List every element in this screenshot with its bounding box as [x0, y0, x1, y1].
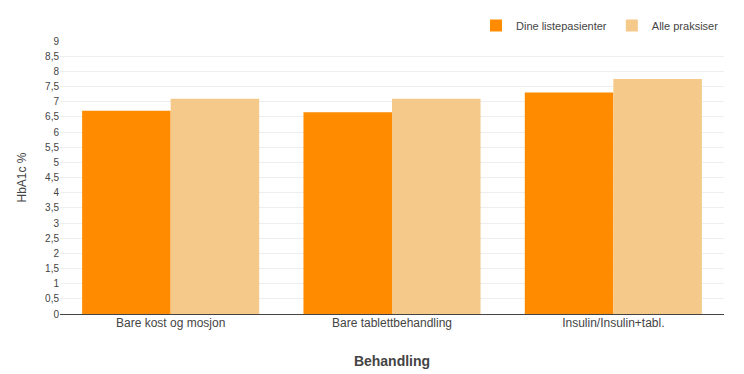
svg-text:8: 8 [53, 66, 59, 77]
svg-text:Bare tablettbehandling: Bare tablettbehandling [332, 316, 452, 330]
svg-text:2: 2 [53, 248, 59, 259]
svg-text:5,5: 5,5 [45, 142, 59, 153]
svg-text:Dine listepasienter: Dine listepasienter [516, 20, 607, 32]
svg-text:8,5: 8,5 [45, 51, 59, 62]
svg-text:2,5: 2,5 [45, 233, 59, 244]
svg-text:Bare kost og mosjon: Bare kost og mosjon [116, 316, 225, 330]
svg-text:7: 7 [53, 96, 59, 107]
svg-text:Alle praksiser: Alle praksiser [652, 20, 718, 32]
svg-text:6,5: 6,5 [45, 111, 59, 122]
svg-text:1,5: 1,5 [45, 263, 59, 274]
svg-text:3,5: 3,5 [45, 202, 59, 213]
svg-text:4: 4 [53, 187, 59, 198]
svg-text:3: 3 [53, 218, 59, 229]
svg-text:9: 9 [53, 36, 59, 47]
svg-text:5: 5 [53, 157, 59, 168]
svg-text:6: 6 [53, 127, 59, 138]
svg-text:1: 1 [53, 278, 59, 289]
svg-text:4,5: 4,5 [45, 172, 59, 183]
svg-text:Behandling: Behandling [354, 353, 430, 369]
svg-text:0,5: 0,5 [45, 293, 59, 304]
svg-text:Insulin/Insulin+tabl.: Insulin/Insulin+tabl. [562, 316, 664, 330]
svg-text:0: 0 [53, 309, 59, 320]
svg-text:7,5: 7,5 [45, 81, 59, 92]
svg-text:HbA1c %: HbA1c % [15, 152, 29, 202]
